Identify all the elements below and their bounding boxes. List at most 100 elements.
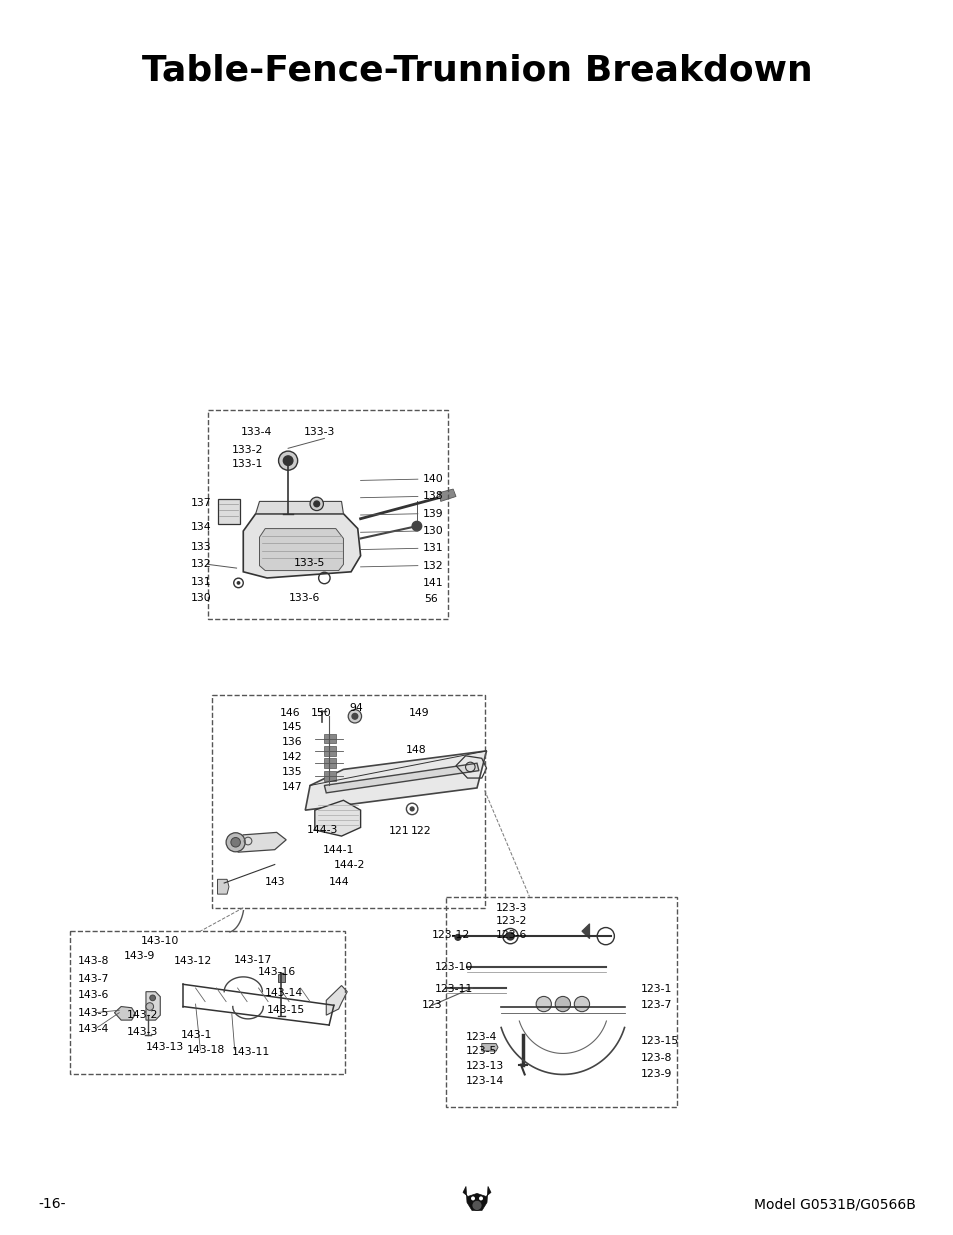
Text: 143-9: 143-9 [124, 951, 155, 961]
Polygon shape [324, 758, 335, 768]
Text: 133-4: 133-4 [240, 427, 272, 437]
Bar [446, 897, 677, 1107]
Polygon shape [217, 499, 240, 524]
Text: 139: 139 [422, 509, 443, 519]
Polygon shape [324, 771, 335, 781]
Text: 123-14: 123-14 [465, 1076, 503, 1086]
Circle shape [478, 1197, 482, 1200]
Text: 143-4: 143-4 [78, 1024, 110, 1034]
Text: 143-12: 143-12 [173, 956, 212, 966]
Circle shape [310, 498, 323, 510]
Text: 133-1: 133-1 [232, 459, 263, 469]
Text: 133: 133 [191, 542, 212, 552]
Text: 143-15: 143-15 [267, 1005, 305, 1015]
Text: 56: 56 [424, 594, 437, 604]
Text: 123: 123 [421, 1000, 442, 1010]
Circle shape [536, 997, 551, 1011]
Bar [208, 410, 448, 619]
Text: 144: 144 [329, 877, 350, 887]
Text: 144-3: 144-3 [307, 825, 338, 835]
Text: 123-3: 123-3 [496, 903, 527, 913]
Text: 143-10: 143-10 [141, 936, 179, 946]
Circle shape [146, 1003, 153, 1010]
Text: 133-3: 133-3 [303, 427, 335, 437]
Text: 123-13: 123-13 [465, 1061, 503, 1071]
Text: 132: 132 [191, 559, 212, 569]
Text: 123-7: 123-7 [640, 1000, 672, 1010]
Text: 123-10: 123-10 [435, 962, 473, 972]
Text: 130: 130 [191, 593, 212, 603]
Polygon shape [243, 514, 360, 578]
Text: 94: 94 [349, 703, 362, 713]
Circle shape [574, 997, 589, 1011]
Polygon shape [324, 734, 335, 743]
Text: 143-17: 143-17 [233, 955, 272, 965]
Circle shape [506, 932, 514, 940]
Text: 143-16: 143-16 [257, 967, 295, 977]
Text: 143-6: 143-6 [78, 990, 110, 1000]
Bar [70, 931, 345, 1074]
Circle shape [352, 714, 357, 719]
Text: 137: 137 [191, 498, 212, 508]
Text: 143-1: 143-1 [181, 1030, 213, 1040]
Text: 130: 130 [422, 526, 443, 536]
Text: Table-Fence-Trunnion Breakdown: Table-Fence-Trunnion Breakdown [141, 53, 812, 88]
Polygon shape [462, 1187, 491, 1210]
Text: 143-8: 143-8 [78, 956, 110, 966]
Text: 135: 135 [281, 767, 302, 777]
Text: 150: 150 [311, 708, 332, 718]
Circle shape [455, 935, 460, 940]
Text: 123-9: 123-9 [640, 1070, 672, 1079]
Circle shape [348, 710, 361, 722]
Circle shape [231, 837, 240, 847]
Circle shape [471, 1197, 475, 1200]
Text: 133-6: 133-6 [289, 593, 320, 603]
Circle shape [283, 456, 293, 466]
Text: 143-14: 143-14 [265, 988, 303, 998]
Polygon shape [255, 501, 343, 514]
Circle shape [236, 580, 240, 585]
Text: 123-5: 123-5 [465, 1046, 497, 1056]
Circle shape [314, 501, 319, 506]
Circle shape [226, 832, 245, 852]
Text: 148: 148 [405, 745, 426, 755]
Text: 143-2: 143-2 [127, 1010, 158, 1020]
Text: 123-12: 123-12 [432, 930, 470, 940]
Text: 123-6: 123-6 [496, 930, 527, 940]
Polygon shape [146, 992, 160, 1020]
Polygon shape [314, 800, 360, 836]
Circle shape [472, 1200, 481, 1210]
Text: 123-4: 123-4 [465, 1032, 497, 1042]
Text: 149: 149 [408, 708, 429, 718]
Text: 140: 140 [422, 474, 443, 484]
Polygon shape [481, 1044, 497, 1051]
Text: 123-11: 123-11 [435, 984, 473, 994]
Text: 144-2: 144-2 [334, 860, 365, 869]
Text: 144-1: 144-1 [322, 845, 354, 855]
Circle shape [412, 521, 421, 531]
Text: 145: 145 [281, 722, 302, 732]
Text: 123-2: 123-2 [496, 916, 527, 926]
Text: 134: 134 [191, 522, 212, 532]
Circle shape [278, 451, 297, 471]
Text: 122: 122 [411, 826, 432, 836]
Text: 143-18: 143-18 [187, 1045, 225, 1055]
Polygon shape [114, 1007, 135, 1020]
Text: 123-8: 123-8 [640, 1053, 672, 1063]
Polygon shape [229, 832, 286, 852]
Circle shape [410, 806, 414, 811]
Text: 136: 136 [281, 737, 302, 747]
Bar [212, 695, 484, 908]
Polygon shape [324, 763, 478, 793]
Circle shape [150, 995, 155, 1000]
Text: 123-15: 123-15 [640, 1036, 679, 1046]
Polygon shape [259, 529, 343, 571]
Text: 132: 132 [422, 561, 443, 571]
Text: 133-2: 133-2 [232, 445, 263, 454]
Polygon shape [217, 879, 229, 894]
Polygon shape [305, 751, 486, 810]
Text: 146: 146 [279, 708, 300, 718]
Text: 147: 147 [281, 782, 302, 792]
Text: 133-5: 133-5 [294, 558, 325, 568]
Text: 142: 142 [281, 752, 302, 762]
